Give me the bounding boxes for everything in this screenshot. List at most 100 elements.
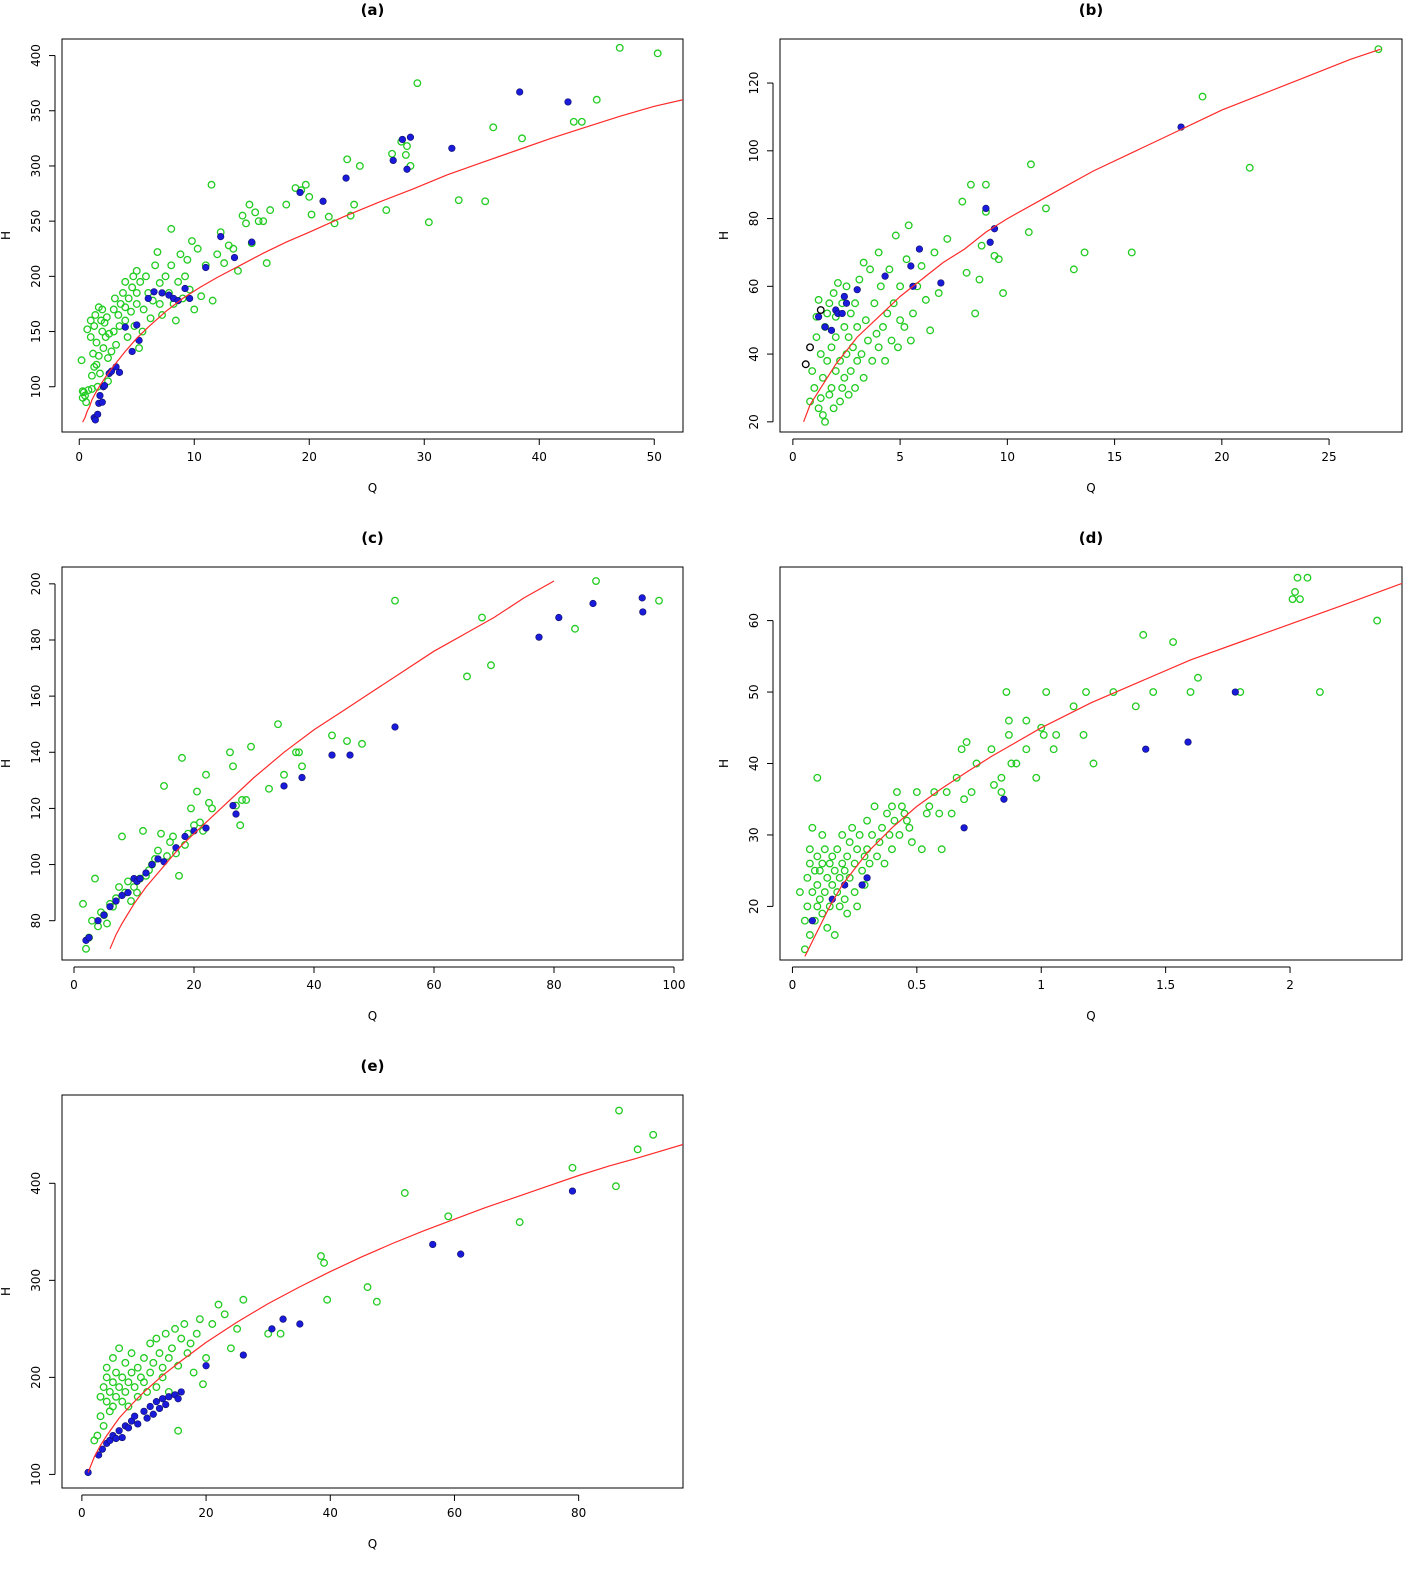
data-point-open [224,241,233,250]
data-point-filled [124,889,132,897]
data-point-filled [149,1410,157,1418]
data-point-open [577,117,586,126]
x-tick-label: 60 [447,1506,462,1520]
data-point-open [153,248,162,257]
data-point-open [245,200,254,209]
data-point-open [845,838,854,847]
data-point-open [833,845,842,854]
data-point-open [1245,163,1254,172]
x-axis-label: Q [368,481,377,495]
data-point-open [146,314,155,323]
x-tick-label: 0 [75,450,83,464]
data-point-open [818,859,827,868]
x-tick-label: 15 [1107,450,1122,464]
data-point-open [891,231,900,240]
y-tick-label: 350 [29,99,43,122]
data-point-open [865,859,874,868]
y-tick-label: 400 [29,1172,43,1195]
x-tick-label: 20 [186,978,201,992]
data-point-open [820,888,829,897]
data-point-open [999,289,1008,298]
data-point-filled [202,1362,210,1370]
data-point-open [238,796,246,804]
data-point-open [896,316,905,325]
plot-frame [779,38,1403,433]
data-point-filled [162,1400,170,1409]
plot-area [79,577,663,953]
data-point-filled [217,233,225,241]
data-point-filled [457,1250,465,1258]
data-point-open [823,873,832,882]
data-point-open [831,367,840,375]
data-point-open [133,1392,142,1401]
data-point-open [874,248,883,257]
data-point-open [229,762,237,771]
data-point-open [1037,723,1046,732]
data-point-open [152,1334,161,1343]
y-tick-label: 30 [747,827,761,842]
data-point-filled [535,633,543,641]
data-point-open [1296,595,1304,604]
y-tick-label: 20 [747,414,761,429]
data-point-filled [136,874,144,883]
data-point-open [870,802,879,811]
data-point-open [382,206,391,215]
data-point-open [154,846,162,855]
fitted-curve [804,582,1402,957]
x-tick-label: 1.5 [1156,978,1175,992]
data-point-open [1052,730,1061,739]
data-point-filled [96,391,104,400]
data-point-open [79,899,87,908]
data-point-open [905,823,914,832]
data-point-open [1042,204,1050,213]
data-point-open [906,336,915,345]
data-point-open [401,150,410,159]
data-point-filled [821,323,829,331]
x-tick-label: 80 [571,1506,586,1520]
data-point-open [116,299,125,308]
panel-e: (e) 0 20 40 60 80 100 200 300 400 Q H [0,1057,684,1551]
data-point-open [196,818,204,827]
data-point-open [571,624,579,633]
data-point-open [966,180,975,189]
data-point-filled [268,1325,276,1333]
data-point-open [193,787,201,796]
data-point-open [1288,595,1297,604]
data-point-filled [142,869,150,877]
data-point-open [99,1383,108,1392]
data-point-open [193,244,202,253]
x-axis-label: Q [1086,481,1095,495]
x-tick-label: 30 [417,450,432,464]
data-point-filled [638,594,646,602]
data-point-open [94,351,103,360]
data-point-filled [389,156,397,165]
data-point-open [925,802,934,811]
data-point-filled [112,1434,120,1443]
data-point-filled [280,782,288,790]
data-point-open [977,241,986,250]
data-point-open [330,219,339,228]
data-point-open [124,1378,133,1387]
data-point-open [815,866,824,875]
data-point-open [91,311,100,319]
x-tick-label: 0 [789,450,797,464]
data-point-open [806,343,814,352]
data-point-open [102,1373,111,1382]
data-point-open [814,404,823,413]
data-point-filled [853,286,861,294]
data-point-open [251,208,260,217]
data-point-open [233,266,242,275]
data-point-open [199,1380,207,1389]
data-point-open [158,311,166,319]
data-point-open [801,360,810,369]
panel-a: (a) 0 10 20 30 40 50 100 150 200 250 300 350 400 Q H [0,1,684,495]
data-point-open [887,336,896,345]
data-point-open [814,295,823,304]
x-tick-label: 0 [78,1506,86,1520]
x-tick-label: 10 [187,450,202,464]
data-point-open [821,417,829,426]
y-tick-label: 100 [29,853,43,876]
data-point-open [175,871,183,880]
data-point-open [803,902,812,911]
data-point-open [873,852,881,861]
